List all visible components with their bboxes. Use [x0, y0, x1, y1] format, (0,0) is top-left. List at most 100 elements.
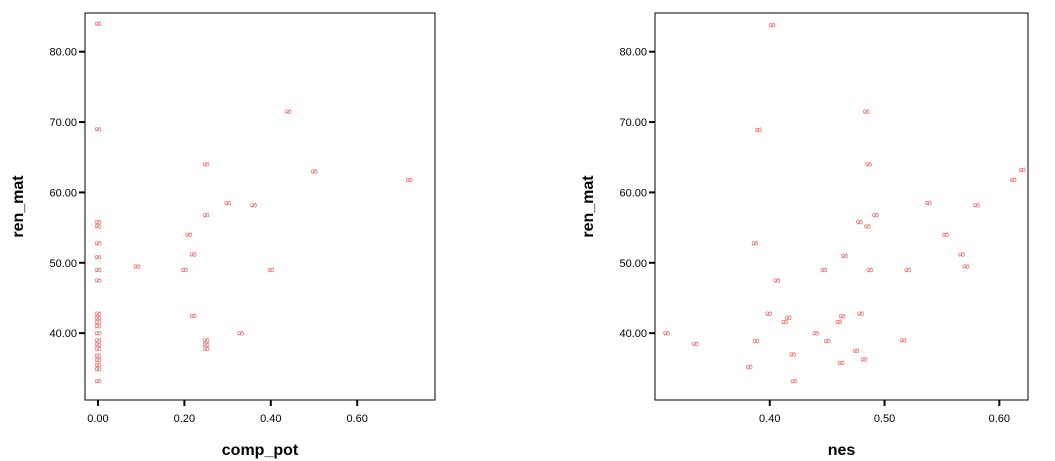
data-point — [202, 337, 210, 343]
data-point — [202, 345, 210, 352]
data-point — [250, 202, 257, 208]
data-point — [755, 127, 762, 133]
data-point — [94, 323, 102, 329]
data-point — [94, 330, 102, 336]
x-tick-label: 0.60 — [347, 413, 368, 425]
data-point — [94, 310, 102, 317]
data-point — [1019, 167, 1026, 173]
x-tick-label: 0.00 — [87, 413, 108, 425]
data-point — [94, 366, 102, 372]
y-tick-label: 70.00 — [619, 117, 647, 129]
data-point — [866, 267, 874, 273]
scatter-plot-nes: 40.00 50.00 60.00 70.00 80.00 0.40 0.50 0.60 n… — [580, 12, 1029, 459]
data-point — [924, 200, 932, 206]
data-point — [94, 223, 102, 229]
data-point — [284, 108, 292, 115]
y-axis: 40.00 50.00 60.00 70.00 80.00 — [619, 47, 655, 340]
data-point — [405, 177, 413, 183]
data-point — [835, 319, 843, 325]
data-point — [224, 200, 231, 206]
data-point — [94, 378, 102, 384]
data-point — [958, 251, 965, 257]
x-tick-label: 0.50 — [874, 413, 895, 425]
x-axis-label: nes — [828, 442, 856, 459]
data-point — [181, 267, 188, 273]
data-point — [202, 212, 210, 218]
data-points — [94, 20, 413, 384]
data-point — [862, 108, 870, 115]
data-point — [781, 319, 789, 325]
data-point — [202, 161, 210, 167]
x-tick-label: 0.60 — [989, 413, 1010, 425]
data-point — [94, 20, 102, 27]
y-tick-label: 70.00 — [49, 117, 77, 129]
data-point — [752, 338, 760, 344]
data-point — [942, 231, 949, 238]
data-point — [663, 330, 670, 336]
x-tick-label: 0.40 — [759, 413, 780, 425]
data-point — [189, 251, 197, 257]
data-point — [189, 312, 197, 319]
data-point — [94, 254, 102, 260]
data-point — [837, 360, 845, 366]
data-point — [768, 22, 776, 28]
data-point — [94, 362, 102, 368]
data-point — [94, 126, 102, 132]
y-tick-label: 60.00 — [49, 187, 77, 199]
data-point — [962, 263, 970, 269]
data-point — [773, 277, 781, 284]
data-point — [765, 310, 773, 317]
data-point — [860, 356, 868, 362]
data-point — [1009, 177, 1017, 183]
x-axis: 0.40 0.50 0.60 — [759, 400, 1010, 425]
data-point — [820, 267, 828, 273]
data-point — [94, 240, 102, 246]
data-point — [789, 351, 797, 357]
y-tick-label: 80.00 — [49, 47, 77, 59]
data-point — [133, 263, 141, 269]
data-point — [691, 341, 699, 347]
data-point — [94, 315, 102, 321]
y-tick-label: 80.00 — [619, 47, 647, 59]
data-point — [745, 364, 753, 370]
data-point — [841, 253, 848, 259]
x-axis: 0.00 0.20 0.40 0.60 — [87, 400, 368, 425]
data-point — [751, 240, 759, 246]
y-tick-label: 40.00 — [619, 328, 647, 340]
data-point — [838, 313, 846, 319]
data-point — [864, 223, 871, 229]
y-axis-label: ren_mat — [10, 175, 27, 238]
data-point — [237, 330, 244, 336]
y-tick-label: 50.00 — [619, 258, 647, 270]
data-points — [663, 22, 1026, 384]
data-point — [94, 353, 102, 359]
data-point — [904, 267, 911, 273]
x-axis-label: comp_pot — [222, 442, 299, 459]
data-point — [852, 348, 860, 354]
data-point — [812, 330, 820, 336]
plot-frame — [654, 12, 1029, 401]
data-point — [857, 310, 864, 317]
y-tick-label: 50.00 — [49, 258, 77, 270]
data-point — [310, 168, 318, 174]
data-point — [973, 202, 980, 208]
plot-frame — [84, 12, 436, 401]
x-tick-label: 0.40 — [260, 413, 281, 425]
data-point — [202, 341, 210, 348]
data-point — [185, 231, 193, 238]
data-point — [790, 378, 798, 384]
data-point — [267, 267, 275, 273]
data-point — [94, 277, 102, 284]
data-point — [94, 267, 102, 273]
y-axis-label: ren_mat — [580, 175, 597, 238]
data-point — [94, 337, 102, 343]
data-point — [94, 341, 102, 348]
data-point — [899, 337, 907, 343]
data-point — [94, 345, 102, 352]
data-point — [94, 319, 102, 325]
y-tick-label: 60.00 — [619, 187, 647, 199]
data-point — [823, 338, 831, 344]
data-point — [94, 357, 102, 363]
